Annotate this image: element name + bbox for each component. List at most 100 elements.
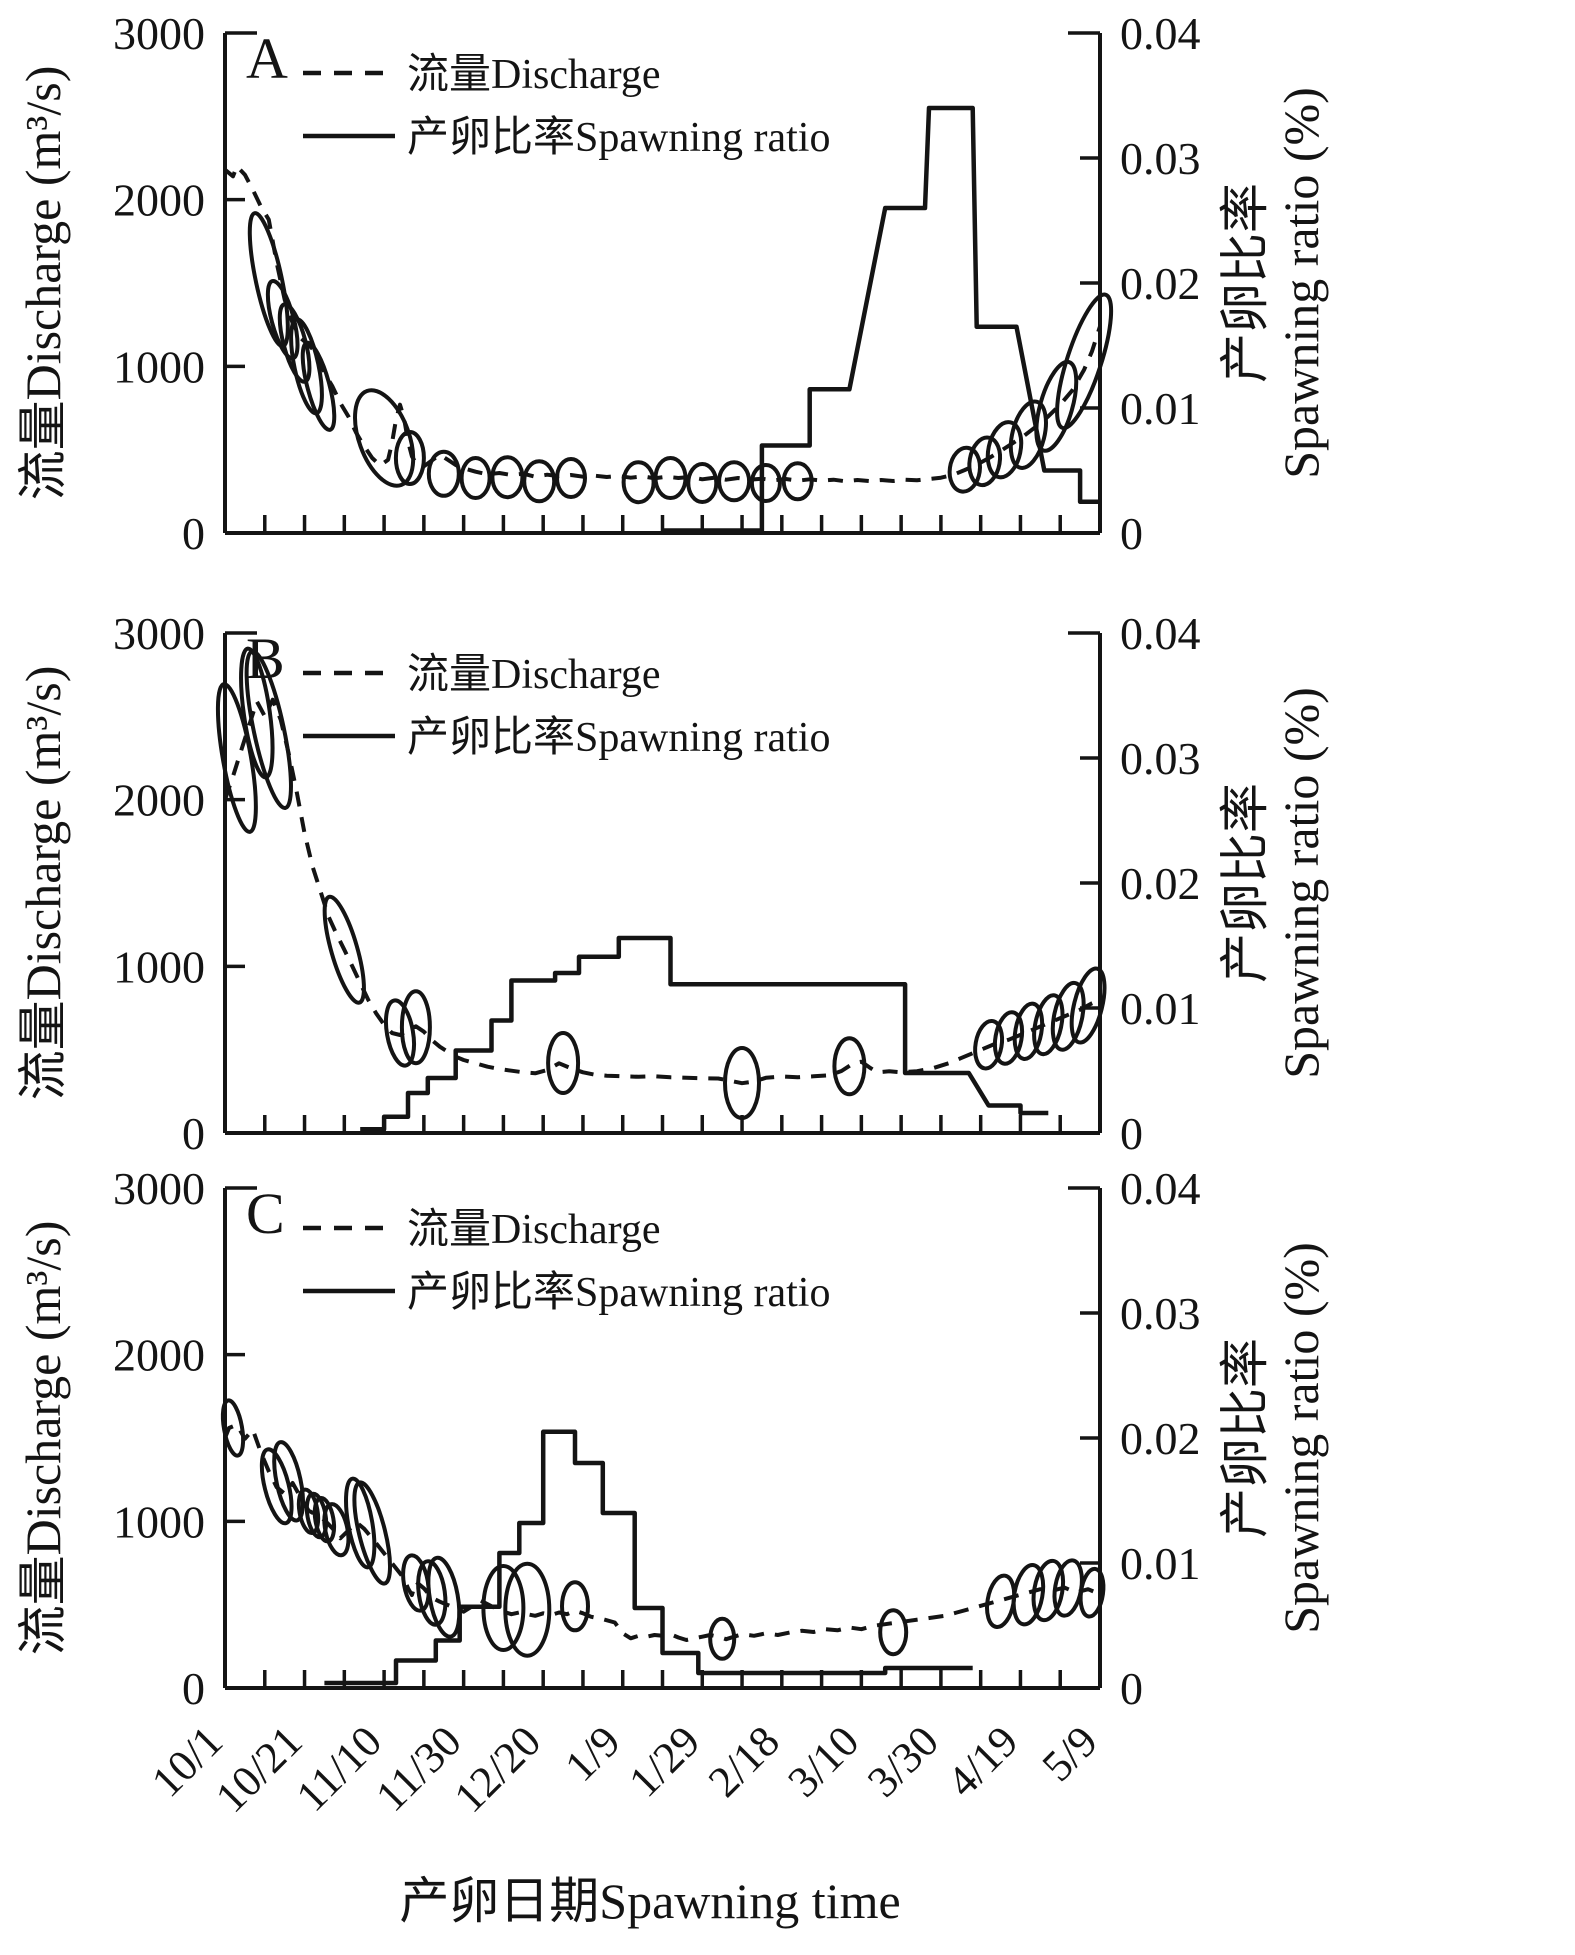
- x-tick-label: 5/9: [1033, 1716, 1107, 1790]
- right-axis-title-cn-a: 产卵比率: [1217, 183, 1273, 383]
- x-tick-label: 11/10: [287, 1716, 391, 1820]
- spawning-event-circle: [781, 461, 814, 502]
- spawning-event-circle: [1078, 1566, 1106, 1619]
- panel-b-plot: 3000 2000 1000 0 0.04 0.03 0.02 0.01 0: [113, 608, 1201, 1159]
- spawning-event-circle: [503, 1561, 552, 1658]
- spawning-event-circle: [621, 460, 656, 505]
- panel-c-plot: 30002000100000.040.030.020.01010/110/211…: [113, 1163, 1201, 1822]
- spawning-event-circle: [555, 457, 587, 499]
- spawning-event-circle: [947, 445, 982, 494]
- spawning-event-circle: [272, 1440, 305, 1523]
- spawning-event-circle: [717, 460, 752, 503]
- spawning-event-circle: [1031, 1558, 1066, 1623]
- right-tick-label: 0.01: [1120, 383, 1201, 434]
- spawning-event-circle: [560, 1580, 590, 1633]
- left-tick-label: 3000: [113, 8, 205, 59]
- x-tick-label: 4/19: [938, 1716, 1028, 1806]
- left-tick-label: 1000: [113, 941, 205, 992]
- x-axis-title: 产卵日期Spawning time: [399, 1873, 900, 1929]
- spawning-event-circle: [522, 459, 557, 504]
- panel-a-plot: 3000 2000 1000 0 0.04 0.03 0.02 0.01 0: [113, 8, 1201, 559]
- legend-discharge-label-b: 流量Discharge: [407, 652, 661, 698]
- x-tick-label: 1/29: [619, 1716, 709, 1806]
- spawning-event-circle: [215, 682, 258, 834]
- spawning-event-circle: [1008, 399, 1048, 470]
- left-tick-label: 1000: [113, 1496, 205, 1547]
- spawning-ratio-line: [662, 105, 1100, 533]
- spawning-event-circle: [878, 1608, 909, 1657]
- spawning-event-circle: [985, 420, 1024, 480]
- left-axis-title-b: 流量Discharge (m³/s): [15, 666, 71, 1101]
- spawning-event-circle: [490, 455, 525, 500]
- right-tick-label: 0.03: [1120, 133, 1201, 184]
- right-tick-label: 0.02: [1120, 258, 1201, 309]
- right-tick-label: 0.04: [1120, 608, 1201, 659]
- legend-ratio-label-a: 产卵比率Spawning ratio: [407, 114, 830, 161]
- right-tick-label: 0: [1120, 1108, 1143, 1159]
- panel-b-letter: B: [246, 626, 285, 691]
- right-axis-title-cn-c: 产卵比率: [1217, 1338, 1273, 1538]
- spawning-ratio-line: [324, 1429, 973, 1686]
- right-tick-label: 0.01: [1120, 1538, 1201, 1589]
- spawning-event-circle: [426, 1555, 462, 1639]
- left-axis-title-c: 流量Discharge (m³/s): [15, 1221, 71, 1656]
- spawning-event-circle: [426, 449, 461, 498]
- right-axis-title-en-b: Spawning ratio (%): [1273, 687, 1329, 1079]
- spawning-event-circle: [383, 998, 417, 1068]
- spawning-event-circle: [300, 340, 337, 432]
- left-tick-label: 2000: [113, 1330, 205, 1381]
- left-axis-title-a: 流量Discharge (m³/s): [15, 66, 71, 501]
- spawning-event-circle: [399, 989, 432, 1066]
- right-tick-label: 0.03: [1120, 733, 1201, 784]
- right-tick-label: 0.04: [1120, 8, 1201, 59]
- left-tick-label: 3000: [113, 608, 205, 659]
- left-tick-label: 0: [182, 1108, 205, 1159]
- spawning-event-circle: [967, 435, 1003, 488]
- spawning-event-circle: [1011, 1563, 1046, 1627]
- x-tick-label: 1/9: [555, 1716, 629, 1790]
- legend-ratio-label-b: 产卵比率Spawning ratio: [407, 714, 830, 761]
- spawning-event-circle: [481, 1564, 526, 1652]
- spawning-event-circle: [416, 1559, 448, 1627]
- spawning-event-circle: [1069, 966, 1107, 1045]
- spawning-event-circle: [1055, 292, 1114, 431]
- right-tick-label: 0.04: [1120, 1163, 1201, 1214]
- spawning-event-circle: [352, 1480, 393, 1586]
- spawning-event-circle: [749, 463, 782, 503]
- left-tick-label: 0: [182, 508, 205, 559]
- spawning-event-circle: [1012, 1001, 1045, 1061]
- spawning-event-circle: [244, 649, 293, 811]
- panel-a-letter: A: [246, 26, 288, 91]
- x-tick-label: 3/30: [858, 1716, 948, 1806]
- left-tick-label: 0: [182, 1663, 205, 1714]
- spawning-event-circle: [832, 1036, 867, 1097]
- discharge-line: [223, 697, 1101, 1086]
- spawning-ratio-line: [360, 935, 1049, 1132]
- x-tick-label: 10/21: [206, 1716, 312, 1822]
- right-axis-title-cn-b: 产卵比率: [1217, 783, 1273, 983]
- right-tick-label: 0.02: [1120, 1413, 1201, 1464]
- x-tick-label: 12/20: [445, 1716, 551, 1822]
- left-tick-label: 3000: [113, 1163, 205, 1214]
- left-tick-label: 1000: [113, 341, 205, 392]
- spawning-event-circle: [353, 388, 416, 488]
- spawning-event-circle: [686, 462, 719, 504]
- spawning-event-circle: [1034, 359, 1079, 453]
- right-axis-title-en-c: Spawning ratio (%): [1273, 1242, 1329, 1634]
- legend-ratio-label-c: 产卵比率Spawning ratio: [407, 1269, 830, 1316]
- legend-discharge-label-a: 流量Discharge: [407, 52, 661, 98]
- right-tick-label: 0.02: [1120, 858, 1201, 909]
- spawning-event-circle: [1050, 980, 1086, 1052]
- spawning-event-circle: [259, 1447, 294, 1526]
- right-tick-label: 0.01: [1120, 983, 1201, 1034]
- spawning-event-circle: [973, 1018, 1005, 1071]
- right-tick-label: 0: [1120, 1663, 1143, 1714]
- spawning-event-circle: [247, 211, 290, 349]
- spawning-event-circle: [322, 894, 366, 1005]
- x-tick-label: 2/18: [699, 1716, 789, 1806]
- spawning-event-circle: [344, 1476, 377, 1570]
- right-tick-label: 0: [1120, 508, 1143, 559]
- spawning-event-circle: [393, 430, 426, 486]
